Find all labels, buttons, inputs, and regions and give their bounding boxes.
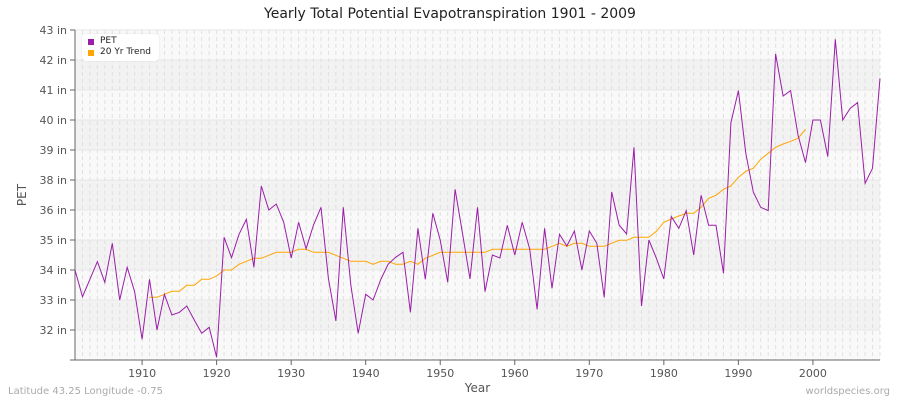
x-tick-label: 2000 — [799, 367, 827, 380]
y-tick-label: 33 in — [39, 294, 67, 307]
y-tick-label: 39 in — [39, 144, 67, 157]
y-tick-label: 38 in — [39, 174, 67, 187]
x-tick-label: 1930 — [277, 367, 305, 380]
x-axis-label: Year — [464, 381, 491, 395]
pet-line — [74, 39, 881, 358]
legend-label-pet: PET — [100, 36, 117, 46]
legend-item-pet: PET — [88, 36, 151, 47]
y-tick-label: 35 in — [39, 234, 67, 247]
chart-title: Yearly Total Potential Evapotranspiratio… — [264, 6, 636, 22]
legend-swatch-pet — [88, 38, 94, 45]
x-tick-label: 1950 — [426, 367, 454, 380]
source-caption: worldspecies.org — [805, 386, 890, 397]
y-tick-label: 43 in — [39, 24, 67, 37]
x-tick-label: 1960 — [501, 367, 529, 380]
y-axis-label: PET — [15, 183, 29, 207]
x-tick-label: 1990 — [724, 367, 752, 380]
legend-swatch-trend — [88, 49, 94, 56]
y-tick-label: 40 in — [39, 114, 67, 127]
y-tick-label: 36 in — [39, 204, 67, 217]
y-tick-label: 34 in — [39, 264, 67, 277]
x-tick-label: 1920 — [203, 367, 231, 380]
trend-line — [149, 128, 806, 298]
x-tick-label: 1970 — [575, 367, 603, 380]
legend-item-trend: 20 Yr Trend — [88, 47, 151, 58]
y-tick-label: 41 in — [39, 84, 67, 97]
x-tick-label: 1910 — [128, 367, 156, 380]
x-tick-label: 1940 — [352, 367, 380, 380]
legend-label-trend: 20 Yr Trend — [100, 47, 152, 57]
location-caption: Latitude 43.25 Longitude -0.75 — [8, 386, 163, 397]
x-tick-label: 1980 — [650, 367, 678, 380]
y-tick-label: 32 in — [39, 324, 67, 337]
legend: PET 20 Yr Trend — [82, 34, 160, 61]
y-tick-label: 42 in — [39, 54, 67, 67]
